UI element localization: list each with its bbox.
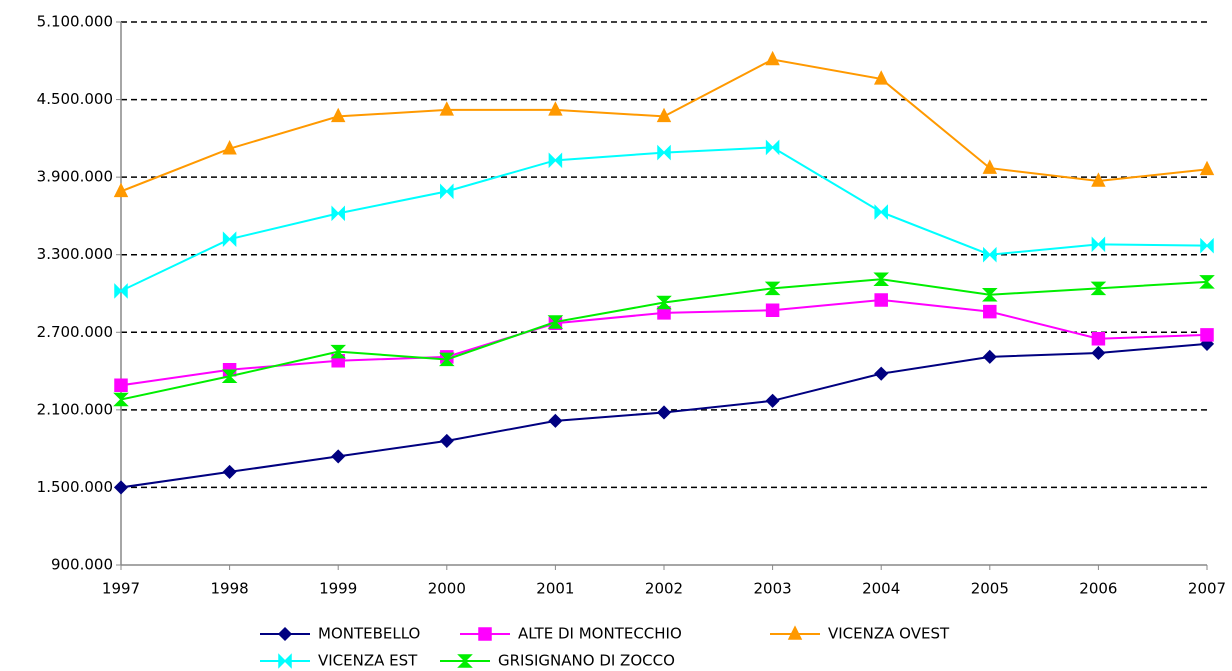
data-point <box>438 352 455 367</box>
x-tick-label: 2003 <box>754 580 792 598</box>
legend-label: ALTE DI MONTECCHIO <box>518 625 682 643</box>
data-point <box>1199 336 1215 351</box>
data-point <box>548 101 563 116</box>
data-point <box>765 139 780 156</box>
data-point <box>765 50 780 66</box>
data-point <box>657 144 671 161</box>
legend-label: VICENZA OVEST <box>828 625 950 643</box>
data-point <box>113 392 129 407</box>
data-point <box>222 231 237 248</box>
legend-marker <box>278 653 292 669</box>
x-tick-label: 2001 <box>536 580 574 598</box>
y-tick-label: 2.100.000 <box>37 400 113 418</box>
y-tick-label: 4.500.000 <box>37 90 113 108</box>
data-point <box>113 182 129 198</box>
data-point <box>983 304 997 319</box>
legend-label: GRISIGNANO DI ZOCCO <box>498 652 675 670</box>
data-point <box>1091 332 1106 346</box>
data-point <box>1199 160 1215 176</box>
data-point <box>331 205 345 222</box>
data-point <box>548 152 563 169</box>
y-tick-label: 900.000 <box>51 556 113 574</box>
data-point <box>874 366 889 381</box>
data-point <box>222 464 237 479</box>
data-point <box>874 293 888 307</box>
x-tick-label: 1999 <box>319 580 357 598</box>
x-tick-label: 2000 <box>428 580 466 598</box>
y-tick-label: 3.900.000 <box>37 168 113 186</box>
data-point <box>656 295 672 310</box>
data-point <box>765 303 780 318</box>
legend-marker <box>277 626 293 642</box>
legend-marker <box>478 627 492 641</box>
legend-label: VICENZA EST <box>318 652 418 670</box>
data-point <box>765 393 780 408</box>
x-tick-label: 2006 <box>1079 580 1117 598</box>
data-point <box>764 281 781 296</box>
data-point <box>331 449 346 464</box>
series-line <box>120 58 1208 193</box>
x-tick-label: 2002 <box>645 580 683 598</box>
data-point <box>1091 172 1106 187</box>
x-tick-label: 2004 <box>862 580 900 598</box>
data-point <box>873 272 890 287</box>
data-point <box>548 413 563 428</box>
data-point <box>440 183 454 200</box>
x-tick-label: 1997 <box>102 580 140 598</box>
data-point <box>330 344 347 359</box>
data-point <box>114 283 128 299</box>
x-tick-label: 1998 <box>211 580 249 598</box>
data-point <box>221 369 238 383</box>
data-point <box>873 70 889 85</box>
y-tick-label: 3.300.000 <box>37 245 113 263</box>
data-point <box>222 140 237 155</box>
data-point <box>330 107 346 123</box>
data-point <box>981 288 998 302</box>
legend-label: MONTEBELLO <box>318 625 420 643</box>
legend-marker <box>457 654 473 668</box>
y-tick-label: 1.500.000 <box>37 478 113 496</box>
data-point <box>113 480 129 495</box>
data-point <box>874 204 888 220</box>
data-point <box>656 405 672 420</box>
y-tick-label: 2.700.000 <box>37 323 113 341</box>
data-point <box>656 107 672 123</box>
x-tick-label: 2005 <box>971 580 1009 598</box>
legend-marker <box>787 625 803 640</box>
y-tick-label: 5.100.000 <box>37 13 113 31</box>
x-tick-label: 2007 <box>1188 580 1226 598</box>
data-point <box>983 246 997 263</box>
data-point <box>547 315 564 329</box>
data-point <box>982 159 998 174</box>
data-point <box>439 433 454 448</box>
data-point <box>1200 237 1214 254</box>
data-point <box>114 378 128 393</box>
data-point <box>982 349 997 364</box>
data-point <box>1199 275 1215 289</box>
data-point <box>1091 345 1106 361</box>
series-line <box>120 146 1208 292</box>
data-point <box>1090 281 1107 296</box>
data-point <box>439 101 455 116</box>
data-point <box>1200 328 1214 342</box>
data-point <box>1091 236 1106 253</box>
